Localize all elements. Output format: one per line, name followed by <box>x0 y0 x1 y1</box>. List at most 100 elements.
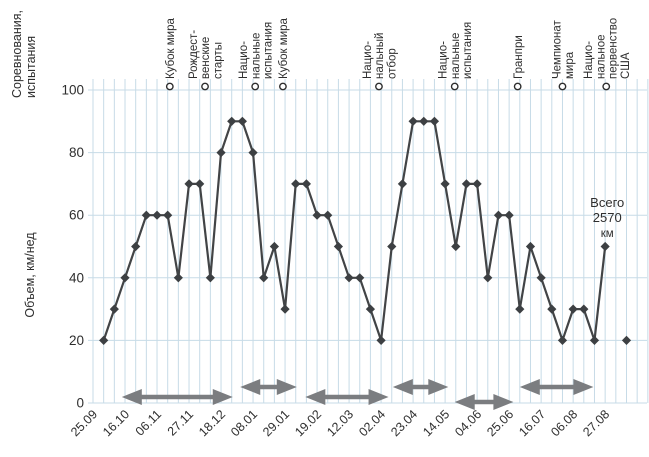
event-label-line: мира <box>564 51 576 79</box>
period-arrow <box>240 379 297 395</box>
x-tick-label: 08.01 <box>228 407 260 439</box>
x-tick-label: 04.06 <box>452 407 484 439</box>
data-point-marker <box>557 335 568 345</box>
x-tick-label: 25.09 <box>68 407 100 439</box>
event-label-line: Нацио- <box>238 41 250 79</box>
event-marker-circle <box>450 82 459 91</box>
data-point-marker <box>141 210 151 220</box>
secondary-axis-title-line: Соревнования, <box>10 10 24 98</box>
period-arrow <box>305 389 389 405</box>
period-arrow <box>519 379 594 395</box>
event-marker-circle <box>201 82 209 91</box>
x-tick-label: 06.08 <box>548 407 580 439</box>
x-tick-label: 12.03 <box>324 407 356 439</box>
y-tick-label: 20 <box>69 333 84 348</box>
data-point-marker <box>280 304 290 314</box>
data-point-marker <box>269 241 279 252</box>
data-point-marker <box>259 273 269 283</box>
x-tick-label: 23.04 <box>388 407 420 439</box>
data-point-marker <box>312 210 322 220</box>
data-point-marker <box>131 241 141 252</box>
event-marker-circle <box>279 82 287 91</box>
data-point-marker <box>429 116 440 126</box>
y-tick-label: 0 <box>76 396 84 411</box>
event-label-line: Чемпионат <box>552 19 564 79</box>
isolated-data-point-marker <box>621 335 632 345</box>
data-point-marker <box>579 304 589 314</box>
data-point-marker <box>568 304 578 314</box>
data-point-marker <box>589 335 600 345</box>
x-tick-label: 06.11 <box>133 407 164 438</box>
data-point-marker <box>600 241 610 252</box>
data-point-marker <box>184 179 194 189</box>
x-tick-label: 02.04 <box>356 407 388 439</box>
data-point-marker <box>376 335 386 345</box>
data-point-marker <box>291 179 301 189</box>
data-point-marker <box>152 210 162 220</box>
event-label-line: Кубок мира <box>278 17 290 79</box>
data-point-marker <box>227 116 237 126</box>
event-label-line: Рождест- <box>188 30 200 79</box>
data-point-marker <box>419 116 429 126</box>
data-point-marker <box>504 210 514 220</box>
data-point-marker <box>195 179 205 189</box>
x-tick-label: 27.08 <box>580 407 612 439</box>
data-point-marker <box>493 210 504 220</box>
event-label-line: венские <box>200 37 212 79</box>
event-marker-circle <box>165 82 174 91</box>
event-label-line: отбор <box>386 48 398 79</box>
event-marker-circle <box>251 82 260 91</box>
event-label-line: Гранпри <box>513 35 525 79</box>
volume-line <box>102 120 607 342</box>
x-tick-label: 16.10 <box>100 407 132 439</box>
data-point-marker <box>440 179 450 189</box>
data-point-marker <box>461 179 472 189</box>
event-marker-circle <box>602 82 611 91</box>
y-tick-label: 80 <box>69 145 84 160</box>
x-tick-label: 29.01 <box>260 407 292 439</box>
event-label-line: нальные <box>450 33 462 79</box>
y-axis-title: Объем, км/нед <box>23 232 37 318</box>
x-tick-label: 14.05 <box>420 407 452 439</box>
event-label-line: первенство <box>608 18 620 79</box>
x-tick-label: 27.11 <box>165 407 196 438</box>
x-tick-label: 19.02 <box>292 407 324 439</box>
data-point-marker <box>248 148 258 158</box>
event-label-line: Кубок мира <box>165 17 177 79</box>
data-point-marker <box>408 116 418 126</box>
data-point-marker <box>333 241 344 252</box>
event-label-line: Нацио- <box>583 41 595 79</box>
y-tick-label: 100 <box>61 83 84 98</box>
event-label-line: нальный <box>374 33 386 80</box>
data-point-marker <box>344 273 354 283</box>
data-point-marker <box>323 210 333 220</box>
event-label-line: нальные <box>250 33 262 79</box>
y-tick-label: 60 <box>69 208 84 223</box>
x-tick-label: 25.06 <box>484 407 516 439</box>
event-marker-circle <box>558 82 567 91</box>
data-point-marker <box>205 273 215 283</box>
data-point-marker <box>216 148 226 158</box>
period-arrow <box>454 394 514 410</box>
event-label-line: Нацио- <box>438 41 450 79</box>
secondary-axis-title-line: испытания <box>24 36 38 98</box>
data-point-marker <box>237 116 247 126</box>
period-arrow <box>392 379 449 395</box>
event-label-line: Нацио- <box>362 41 374 79</box>
data-point-marker <box>355 273 365 283</box>
event-marker-circle <box>513 82 522 91</box>
data-point-marker <box>365 304 376 314</box>
event-label-line: испытания <box>462 22 474 79</box>
x-tick-label: 16.07 <box>516 407 548 439</box>
data-point-marker <box>99 335 109 345</box>
y-tick-label: 40 <box>69 270 84 285</box>
x-tick-label: 18.12 <box>196 407 228 439</box>
data-point-marker <box>397 179 408 189</box>
event-label-line: США <box>620 52 632 79</box>
data-point-marker <box>301 179 311 189</box>
data-point-marker <box>483 273 493 283</box>
period-arrow <box>121 389 233 405</box>
data-point-marker <box>387 241 397 252</box>
